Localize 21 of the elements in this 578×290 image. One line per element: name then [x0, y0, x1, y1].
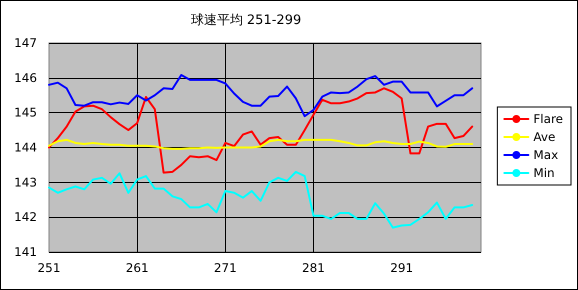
line-series	[48, 74, 474, 118]
legend-label: Min	[533, 166, 555, 180]
x-tick-label: 291	[390, 261, 414, 275]
legend-label: Ave	[533, 130, 556, 144]
chart-title: 球速平均 251-299	[190, 13, 302, 28]
x-tick-label: 271	[214, 261, 237, 275]
y-tick-label: 144	[14, 140, 37, 154]
y-tick-label: 145	[14, 106, 37, 120]
line-series	[48, 138, 474, 150]
y-tick-label: 142	[14, 210, 37, 224]
y-tick-label: 146	[14, 70, 37, 85]
x-tick-label: 281	[302, 261, 325, 275]
y-tick-label: 141	[14, 245, 37, 259]
x-tick-label: 261	[126, 261, 149, 275]
line-series	[48, 170, 474, 229]
legend-label: Flare	[533, 112, 564, 126]
y-tick-label: 143	[14, 175, 37, 190]
legend-label: Max	[533, 148, 558, 162]
line-series	[48, 87, 474, 174]
x-tick-label: 251	[38, 261, 60, 275]
y-tick-label: 147	[14, 36, 37, 50]
